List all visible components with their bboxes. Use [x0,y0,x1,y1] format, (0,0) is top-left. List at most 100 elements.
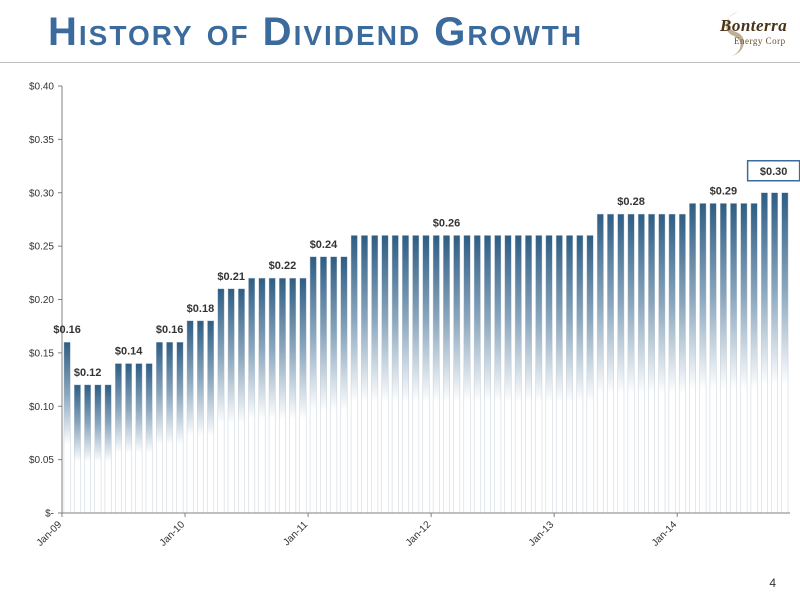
bar [94,384,102,514]
bar [781,192,789,514]
data-label: $0.28 [617,196,645,208]
bar [689,203,696,514]
bar [135,363,143,514]
logo-subtitle: Energy Corp [734,36,786,46]
data-label: $0.16 [53,324,81,336]
data-label: $0.14 [115,346,143,358]
y-tick-label: $0.40 [29,82,54,93]
bar [545,235,553,514]
bar [197,320,204,514]
bar [186,320,194,514]
bar [443,235,450,514]
company-logo: Bonterra Energy Corp [700,8,796,60]
bar [473,235,481,514]
bar [504,235,512,514]
bar [760,192,768,514]
bar [709,203,717,514]
y-tick-label: $0.10 [29,402,54,413]
bar [350,235,358,514]
bar [484,235,491,514]
bar [699,203,707,514]
bar [299,277,307,514]
bar [719,203,727,514]
data-label: $0.26 [433,217,461,229]
bar [371,235,379,514]
data-label: $0.18 [187,303,215,315]
x-tick-label: Jan-14 [650,519,680,549]
bar [514,235,522,514]
bar [145,363,153,514]
bar [576,235,584,514]
bar [227,288,235,514]
bar [248,277,256,514]
bar [453,235,461,514]
bar [525,235,532,514]
bar [279,277,286,514]
logo-wordmark: Bonterra [720,16,788,35]
x-tick-label: Jan-09 [35,519,65,549]
y-tick-label: $0.05 [29,455,54,466]
bar [391,235,399,514]
x-tick-label: Jan-13 [527,519,557,549]
data-label: $0.16 [156,324,184,336]
data-label: $0.21 [217,271,245,283]
data-label: $0.24 [310,239,338,251]
bar [412,235,420,514]
bar [84,384,92,514]
bars [63,192,789,514]
bar [617,213,625,514]
bar [730,203,737,514]
bar [648,213,655,514]
bar [115,363,122,514]
bar [217,288,225,514]
data-label: $0.29 [710,185,738,197]
bar [104,384,112,514]
bar [381,235,389,514]
data-label: $0.30 [760,166,788,178]
bar [361,235,368,514]
y-tick-label: $- [45,509,54,520]
bar [494,235,502,514]
bar [771,192,779,514]
bar [627,213,635,514]
bar [166,342,174,514]
bar [432,235,440,514]
logo-emblem-icon [726,12,744,56]
page-number: 4 [769,576,776,590]
slide-title: History of Dividend Growth [48,10,584,54]
x-tick-label: Jan-12 [404,519,434,549]
bar [658,213,666,514]
bar [330,256,338,514]
y-tick-label: $0.15 [29,348,54,359]
x-tick-label: Jan-10 [158,519,188,549]
data-label: $0.12 [74,367,102,379]
x-axis: Jan-09 Jan-10 Jan-11 Jan-12 Jan-13 Jan-14 [35,512,790,549]
y-axis: $- $0.05 $0.10 $0.15 $0.20 $0.25 $0.30 $0.35 $0.… [29,82,63,520]
y-tick-label: $0.35 [29,135,54,146]
bar [176,342,184,514]
bar [320,256,327,514]
bar [73,384,81,514]
bar [535,235,543,514]
bar [402,235,409,514]
bar [596,213,604,514]
bar [156,342,163,514]
bar [555,235,563,514]
bar [340,256,348,514]
bar [463,235,471,514]
dividend-bar-chart: $- $0.05 $0.10 $0.15 $0.20 $0.25 $0.30 $0.35 $0.… [29,82,800,549]
bar [125,363,133,514]
y-tick-label: $0.20 [29,295,54,306]
bar [258,277,266,514]
bar [750,203,758,514]
x-tick-label: Jan-11 [281,519,310,548]
y-tick-label: $0.25 [29,242,54,253]
bar [63,342,71,514]
bar [740,203,748,514]
bar [668,213,676,514]
bar [238,288,245,514]
bar [607,213,614,514]
bar [678,213,686,514]
title-divider [0,62,800,63]
bar [309,256,317,514]
